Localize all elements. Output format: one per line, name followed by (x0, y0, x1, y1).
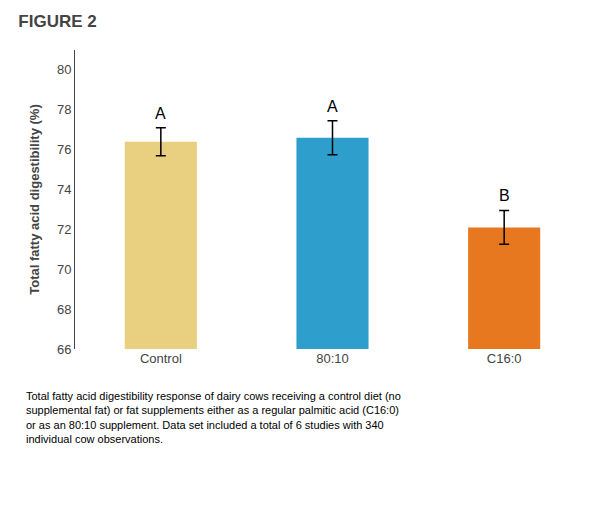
svg-text:68: 68 (57, 302, 71, 317)
svg-text:78: 78 (57, 102, 71, 117)
svg-text:A: A (327, 98, 338, 115)
svg-text:C16:0: C16:0 (487, 351, 522, 366)
svg-text:80:10: 80:10 (316, 351, 349, 366)
svg-text:B: B (499, 187, 510, 204)
svg-text:Control: Control (140, 351, 182, 366)
svg-text:FIGURE 2: FIGURE 2 (18, 12, 96, 31)
svg-text:80: 80 (57, 62, 71, 77)
svg-text:72: 72 (57, 222, 71, 237)
svg-text:66: 66 (57, 342, 71, 357)
svg-text:70: 70 (57, 262, 71, 277)
svg-text:74: 74 (57, 182, 71, 197)
svg-text:A: A (155, 105, 166, 122)
svg-text:Total fatty acid digestibility: Total fatty acid digestibility (%) (27, 104, 42, 294)
svg-text:Total fatty acid digestibility: Total fatty acid digestibility response … (26, 390, 401, 445)
svg-text:76: 76 (57, 142, 71, 157)
